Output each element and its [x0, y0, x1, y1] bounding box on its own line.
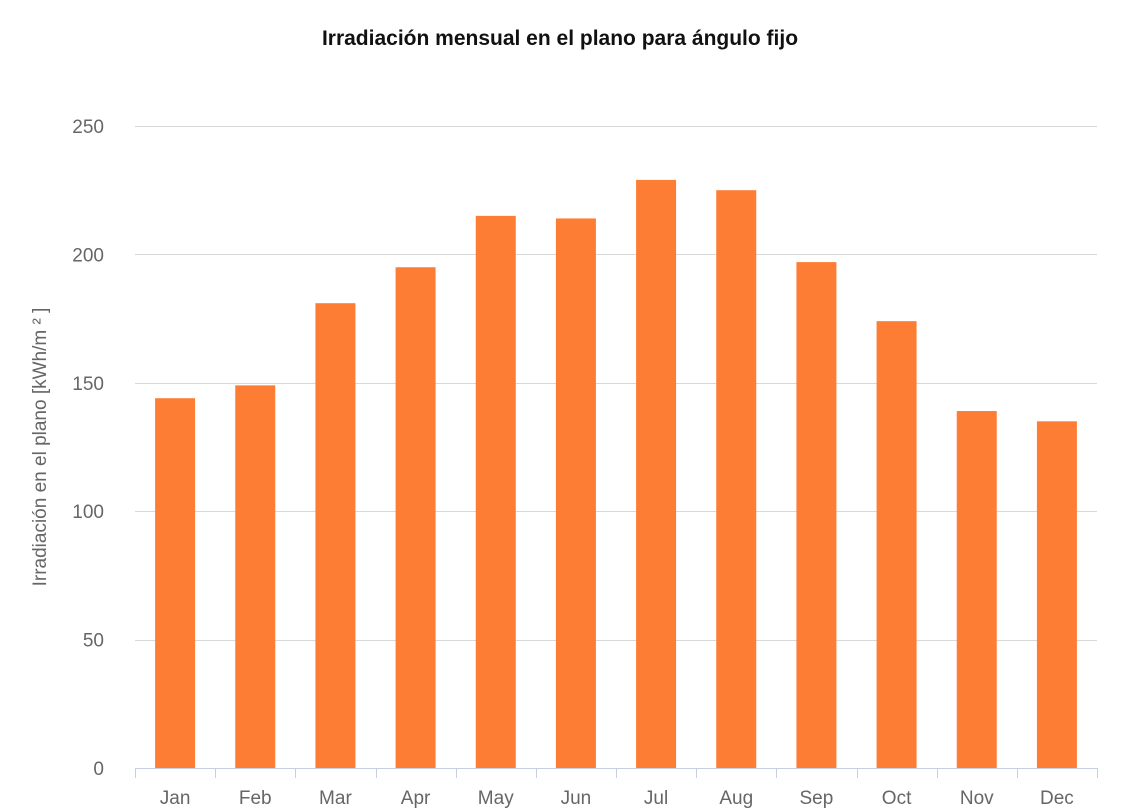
bar-jun[interactable] [555, 218, 596, 768]
bar-feb[interactable] [235, 385, 276, 768]
bar-sep[interactable] [796, 262, 837, 768]
bar-mar[interactable] [315, 303, 356, 768]
x-tick-label: Apr [401, 788, 431, 809]
x-tick-label: Jul [644, 788, 668, 809]
bar-dec[interactable] [1036, 421, 1077, 768]
x-tick-label: May [478, 788, 514, 809]
y-tick-label: 100 [72, 502, 104, 523]
bar-jul[interactable] [636, 179, 677, 769]
y-tick-label: 0 [93, 759, 104, 780]
bar-apr[interactable] [395, 267, 436, 768]
x-axis: Jan Feb Mar Apr May Jun Jul Aug Sep Oct Nov Dec [135, 768, 1098, 809]
bar-oct[interactable] [876, 321, 917, 768]
chart-title: Irradiación mensual en el plano para áng… [322, 27, 798, 50]
x-tick-label: Jun [561, 788, 592, 809]
x-tick-label: Mar [319, 788, 352, 809]
y-axis: 0 50 100 150 200 250 [72, 117, 104, 780]
bar-aug[interactable] [716, 190, 757, 768]
bar-may[interactable] [475, 215, 516, 768]
bar-jan[interactable] [155, 398, 196, 768]
y-tick-label: 250 [72, 117, 104, 138]
x-tick-label: Oct [882, 788, 912, 809]
y-tick-label: 150 [72, 374, 104, 395]
x-tick-label: Sep [800, 788, 834, 809]
grid-layer [135, 126, 1097, 641]
bar-nov[interactable] [956, 411, 997, 768]
y-tick-label: 200 [72, 245, 104, 266]
y-axis-title: Irradiación en el plano [kWh/m ² ] [30, 308, 51, 587]
x-tick-label: Feb [239, 788, 272, 809]
x-tick-label: Dec [1040, 788, 1074, 809]
bar-series [155, 179, 1077, 769]
x-tick-label: Jan [160, 788, 191, 809]
y-tick-label: 50 [83, 631, 104, 652]
x-tick-label: Nov [960, 788, 994, 809]
x-tick-label: Aug [719, 788, 753, 809]
